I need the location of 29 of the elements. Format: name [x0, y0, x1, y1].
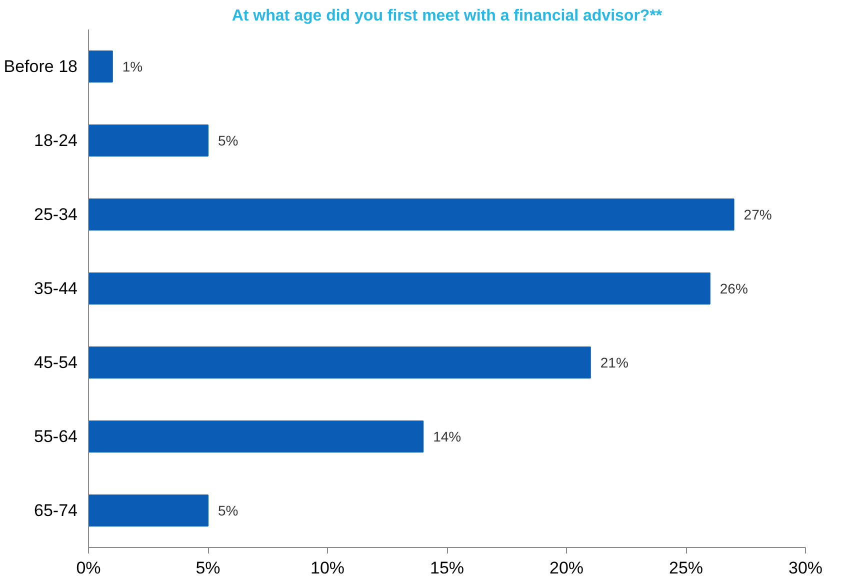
x-tick-label: 25%: [668, 558, 704, 578]
y-tick-label: Before 18: [4, 57, 78, 76]
y-tick-label: 35-44: [34, 279, 78, 298]
y-tick-label: 45-54: [34, 353, 78, 372]
y-tick-label: 65-74: [34, 501, 78, 520]
bar: [88, 198, 734, 231]
bar: [88, 272, 710, 305]
x-tick-label: 30%: [788, 558, 823, 578]
bar: [88, 494, 208, 527]
data-label: 21%: [600, 354, 628, 370]
bar: [88, 124, 208, 157]
data-label: 26%: [720, 280, 748, 296]
bar: [88, 420, 424, 453]
bar: [88, 50, 113, 83]
data-label: 14%: [433, 428, 462, 444]
data-label: 1%: [122, 58, 143, 74]
chart-title: At what age did you first meet with a financial advisor?**: [232, 8, 663, 24]
x-tick-label: 5%: [196, 558, 220, 578]
data-label: 5%: [218, 502, 238, 518]
bar: [88, 346, 591, 379]
x-tick-label: 10%: [310, 558, 345, 578]
y-tick-label: 25-34: [34, 205, 78, 224]
x-tick-label: 15%: [430, 558, 464, 578]
x-tick-label: 20%: [549, 558, 584, 578]
y-tick-label: 55-64: [34, 427, 78, 446]
data-label: 27%: [744, 206, 772, 222]
x-tick-label: 0%: [76, 558, 101, 578]
data-label: 5%: [218, 132, 238, 148]
y-tick-label: 18-24: [34, 131, 78, 150]
